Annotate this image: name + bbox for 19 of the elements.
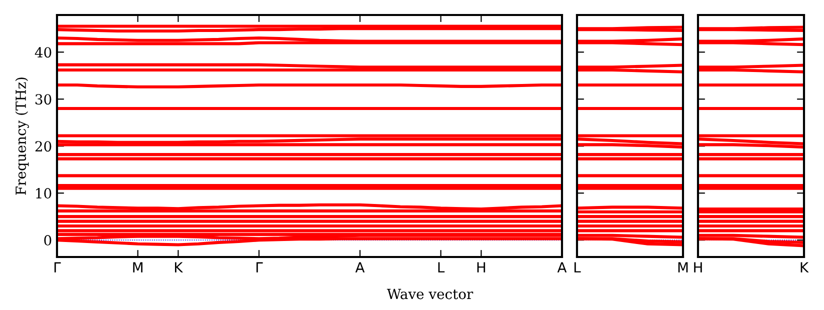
x-tick-label: L: [438, 262, 445, 272]
x-tick-label: M: [133, 262, 142, 272]
y-tick-label: 0: [44, 235, 52, 246]
x-tick-label: K: [800, 262, 809, 272]
x-tick-label: K: [175, 262, 184, 272]
x-tick-label: A: [557, 262, 567, 272]
y-tick-label: 10: [36, 188, 52, 199]
y-tick-label: 30: [36, 94, 52, 105]
y-axis-title: Frequency (THz): [15, 78, 29, 195]
x-tick-label: Γ: [54, 262, 61, 272]
x-tick-label: H: [477, 262, 486, 272]
y-tick-label: 40: [34, 47, 52, 58]
x-tick-label: L: [574, 262, 581, 272]
x-tick-label: Γ: [256, 262, 263, 272]
x-tick-label: M: [678, 262, 688, 272]
x-tick-label: A: [355, 262, 365, 272]
y-tick-label: 20: [35, 141, 52, 152]
x-tick-label: H: [694, 262, 702, 272]
x-axis-title: Wave vector: [386, 288, 474, 300]
